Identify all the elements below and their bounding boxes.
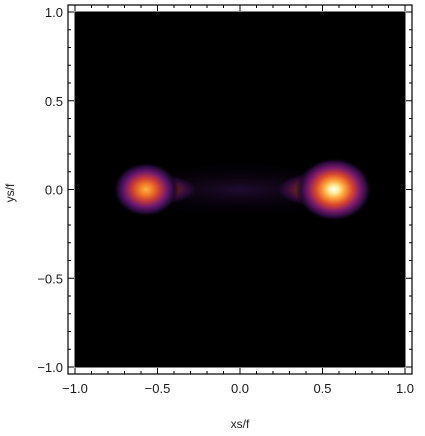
y-axis-label: ys/f (3, 183, 17, 202)
hotspot-left (112, 161, 179, 218)
y-tick-label: −1.0 (37, 360, 63, 375)
x-tick-labels: −1.0 −0.5 0.0 0.5 1.0 (62, 381, 414, 396)
x-tick-label: 0.0 (231, 381, 249, 396)
axis-ticks (68, 5, 412, 374)
x-tick-label: 1.0 (396, 381, 414, 396)
x-tick-label: −1.0 (62, 381, 88, 396)
heat-layer (90, 157, 390, 222)
y-tick-label: 1.0 (45, 5, 63, 20)
inner-frame-line (74, 11, 406, 368)
hotspot-right (296, 157, 373, 222)
y-tick-labels: 1.0 0.5 0.0 −0.5 −1.0 (37, 5, 63, 375)
y-tick-label: 0.5 (45, 94, 63, 109)
x-tick-label: −0.5 (145, 381, 171, 396)
x-tick-label: 0.5 (313, 381, 331, 396)
y-tick-label: −0.5 (37, 271, 63, 286)
x-axis-label: xs/f (231, 417, 250, 431)
y-tick-label: 0.0 (45, 183, 63, 198)
